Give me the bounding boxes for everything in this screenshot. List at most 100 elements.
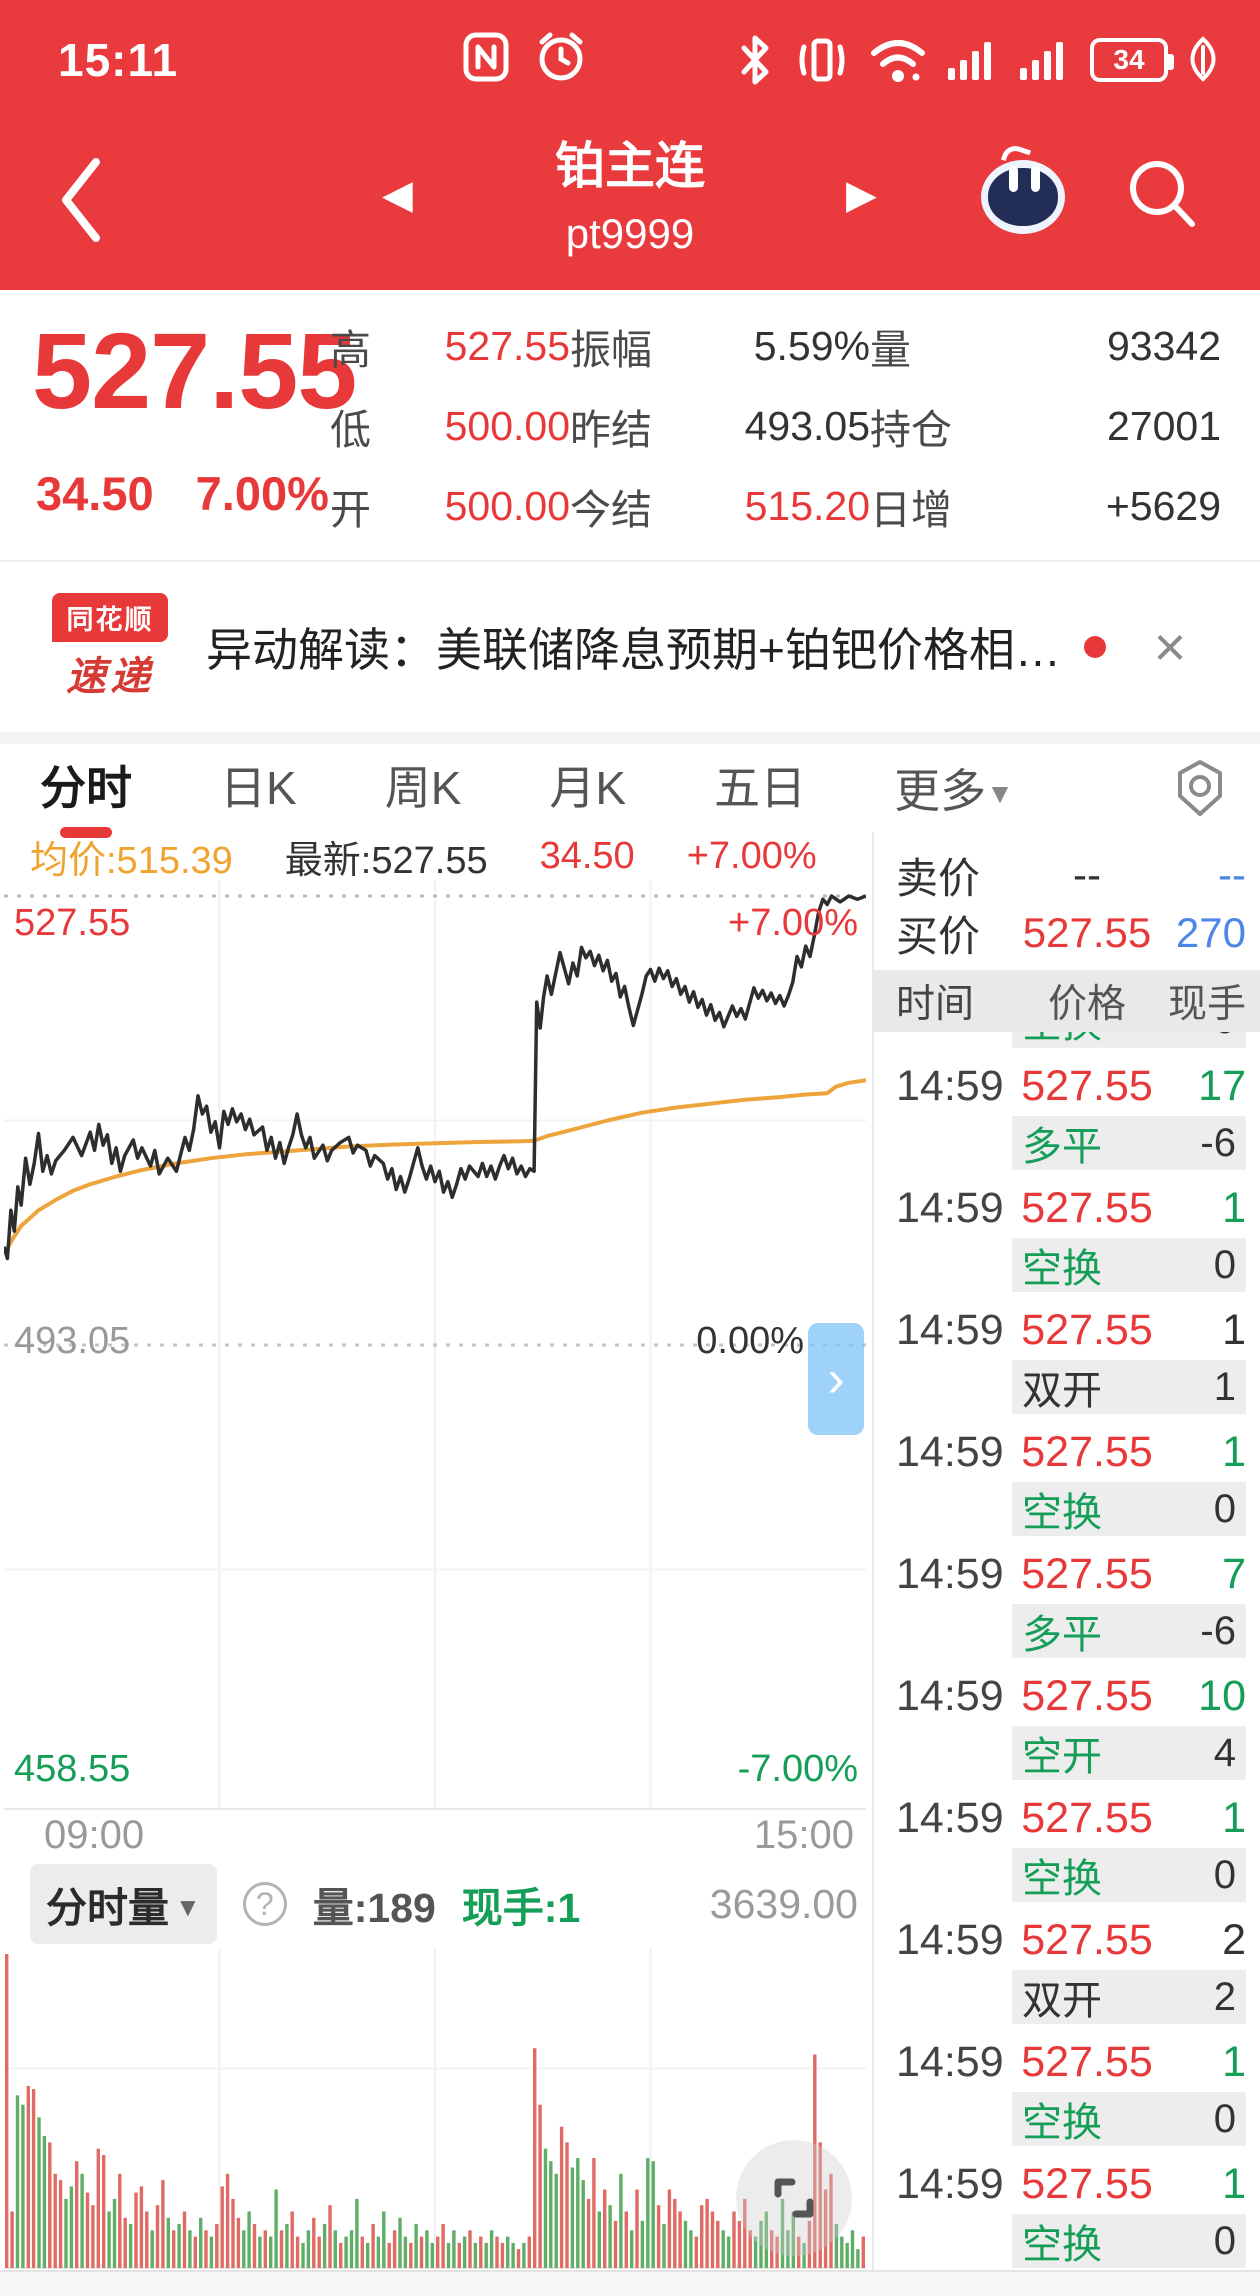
- expand-panel-handle[interactable]: ›: [808, 1323, 864, 1435]
- ai-assistant-button[interactable]: [975, 142, 1071, 242]
- footer-strip: [0, 2270, 1260, 2296]
- quote-field-value: +5629: [1105, 482, 1221, 529]
- tab-分时[interactable]: 分时: [40, 752, 132, 824]
- trade-list[interactable]: 14:59 527.55 17 多平 -6 14:59 527.55 1 空换 0 14:59 527…: [874, 1058, 1260, 2268]
- y-label-mid-left: 493.05: [14, 1320, 131, 1362]
- partial-trade-row: 空换 0: [1012, 1032, 1246, 1052]
- section-divider: [0, 732, 1260, 744]
- next-contract-button[interactable]: ▶: [846, 173, 877, 217]
- trade-oi-change: 0: [1213, 1852, 1236, 1897]
- quote-field-label: 量: [870, 327, 911, 373]
- col-time: 时间: [896, 983, 975, 1026]
- trade-oi-change: -6: [1200, 1120, 1236, 1165]
- change-value: 34.50: [36, 467, 154, 520]
- chevron-down-icon: ▼: [986, 778, 1014, 809]
- help-icon[interactable]: ?: [242, 1882, 287, 1926]
- trade-price: 527.55: [1021, 1305, 1153, 1354]
- y-label-bottom-right: -7.00%: [737, 1748, 858, 1790]
- page-title: 铂主连: [555, 138, 705, 194]
- trade-type: 空换: [1022, 1857, 1102, 1901]
- ask-label: 卖价: [896, 854, 981, 902]
- col-price: 价格: [1047, 983, 1126, 1026]
- trade-type: 空换: [1022, 1491, 1102, 1535]
- trade-volume: 7: [1222, 1549, 1246, 1598]
- quote-grid: 高 527.55 振幅 5.59% 量 93342 低 500.00 昨结 493.05 持仓 270…: [330, 306, 1246, 546]
- chart-tab-bar: 分时 日K 周K 月K 五日 更多▼: [0, 744, 1260, 832]
- nfc-icon: [460, 31, 512, 83]
- close-news-button[interactable]: ×: [1153, 615, 1187, 678]
- trade-row[interactable]: 14:59 527.55 1 空换 0: [874, 1180, 1260, 1292]
- trade-volume: 1: [1222, 1305, 1246, 1354]
- trade-oi-change: 0: [1213, 1486, 1236, 1531]
- trade-row[interactable]: 14:59 527.55 2 双开 2: [874, 1912, 1260, 2024]
- signal-icon-2: [1018, 36, 1072, 84]
- quote-field-label: 日增: [870, 487, 952, 533]
- trade-price: 527.55: [1021, 2037, 1153, 2086]
- ask-volume: --: [1218, 851, 1246, 898]
- trade-time: 14:59: [896, 1183, 1004, 1232]
- trade-price: 527.55: [1021, 1793, 1153, 1842]
- ask-price: --: [1073, 851, 1101, 898]
- trade-oi-change: 0: [1213, 2096, 1236, 2141]
- trade-volume: 1: [1222, 2037, 1246, 2086]
- legend-change-pct: +7.00%: [686, 834, 817, 877]
- trade-time: 14:59: [896, 1915, 1004, 1964]
- quote-field-value: 5.59%: [753, 322, 870, 369]
- trade-time: 14:59: [896, 2159, 1004, 2208]
- chart-legend: 均价:515.39 最新:527.55 34.50 +7.00%: [0, 832, 872, 882]
- x-label-end: 15:00: [753, 1812, 854, 1857]
- trade-volume: 2: [1222, 1915, 1246, 1964]
- bluetooth-icon: [736, 33, 776, 87]
- y-label-top-left: 527.55: [14, 902, 131, 944]
- trade-time: 14:59: [896, 1061, 1004, 1110]
- chart-settings-button[interactable]: [1168, 756, 1232, 820]
- bid-row: 买价 527.55 270: [874, 904, 1260, 962]
- unread-dot: [1084, 636, 1106, 658]
- trade-type: 多平: [1022, 1125, 1102, 1169]
- col-hand: 现手: [1167, 983, 1246, 1026]
- volume-type-selector[interactable]: 分时量 ▼: [30, 1864, 217, 1944]
- quote-field-label: 今结: [570, 487, 652, 533]
- quote-field-value: 93342: [1106, 322, 1221, 369]
- volume-chart[interactable]: [4, 1948, 866, 2270]
- tab-more[interactable]: 更多▼: [894, 765, 1014, 817]
- trade-row[interactable]: 14:59 527.55 1 空换 0: [874, 2034, 1260, 2146]
- alarm-icon: [534, 30, 588, 84]
- trade-oi-change: -6: [1200, 1608, 1236, 1653]
- back-button[interactable]: [52, 152, 122, 248]
- trade-row[interactable]: 14:59 527.55 1 空换 0: [874, 1424, 1260, 1536]
- bid-label: 买价: [896, 912, 981, 960]
- current-hand: 现手:1: [461, 1885, 581, 1931]
- y-label-bottom-left: 458.55: [14, 1748, 131, 1790]
- news-headline[interactable]: 异动解读：美联储降息预期+铂钯价格相对…: [206, 624, 1066, 676]
- trade-type: 空换: [1022, 2223, 1102, 2267]
- tab-日K[interactable]: 日K: [220, 762, 297, 814]
- trade-row[interactable]: 14:59 527.55 1 双开 1: [874, 1302, 1260, 1414]
- chevron-right-icon: ›: [827, 1350, 845, 1408]
- trade-oi-change: 1: [1213, 1364, 1236, 1409]
- trade-time: 14:59: [896, 1427, 1004, 1476]
- y-label-top-right: +7.00%: [728, 902, 858, 944]
- bid-price: 527.55: [1022, 909, 1152, 956]
- trade-volume: 17: [1198, 1061, 1246, 1110]
- contract-code: pt9999: [565, 210, 695, 257]
- rotate-fullscreen-button[interactable]: [736, 2140, 852, 2256]
- trade-row[interactable]: 14:59 527.55 1 空换 0: [874, 1790, 1260, 1902]
- status-bar: 15:11 34: [0, 0, 1260, 110]
- quote-field-label: 持仓: [870, 407, 952, 453]
- tab-月K[interactable]: 月K: [549, 762, 627, 814]
- wifi-icon: [868, 35, 928, 85]
- tab-周K[interactable]: 周K: [384, 762, 462, 814]
- trade-price: 527.55: [1021, 2159, 1153, 2208]
- quote-panel: 527.55 34.50 7.00% 高 527.55 振幅 5.59% 量 93342 低…: [0, 290, 1260, 560]
- news-ticker[interactable]: 同花顺 速递 异动解读：美联储降息预期+铂钯价格相对… ×: [0, 560, 1260, 732]
- quote-field-value: 500.00: [444, 402, 570, 449]
- tab-五日[interactable]: 五日: [714, 762, 807, 814]
- trade-row[interactable]: 14:59 527.55 17 多平 -6: [874, 1058, 1260, 1170]
- trade-row[interactable]: 14:59 527.55 10 空开 4: [874, 1668, 1260, 1780]
- trade-row[interactable]: 14:59 527.55 7 多平 -6: [874, 1546, 1260, 1658]
- prev-contract-button[interactable]: ◀: [382, 173, 413, 217]
- trade-row[interactable]: 14:59 527.55 1 空换 0: [874, 2156, 1260, 2268]
- search-button[interactable]: [1122, 154, 1202, 234]
- intraday-chart[interactable]: 527.55 +7.00% 493.05 0.00% 458.55 -7.00%…: [4, 880, 866, 1810]
